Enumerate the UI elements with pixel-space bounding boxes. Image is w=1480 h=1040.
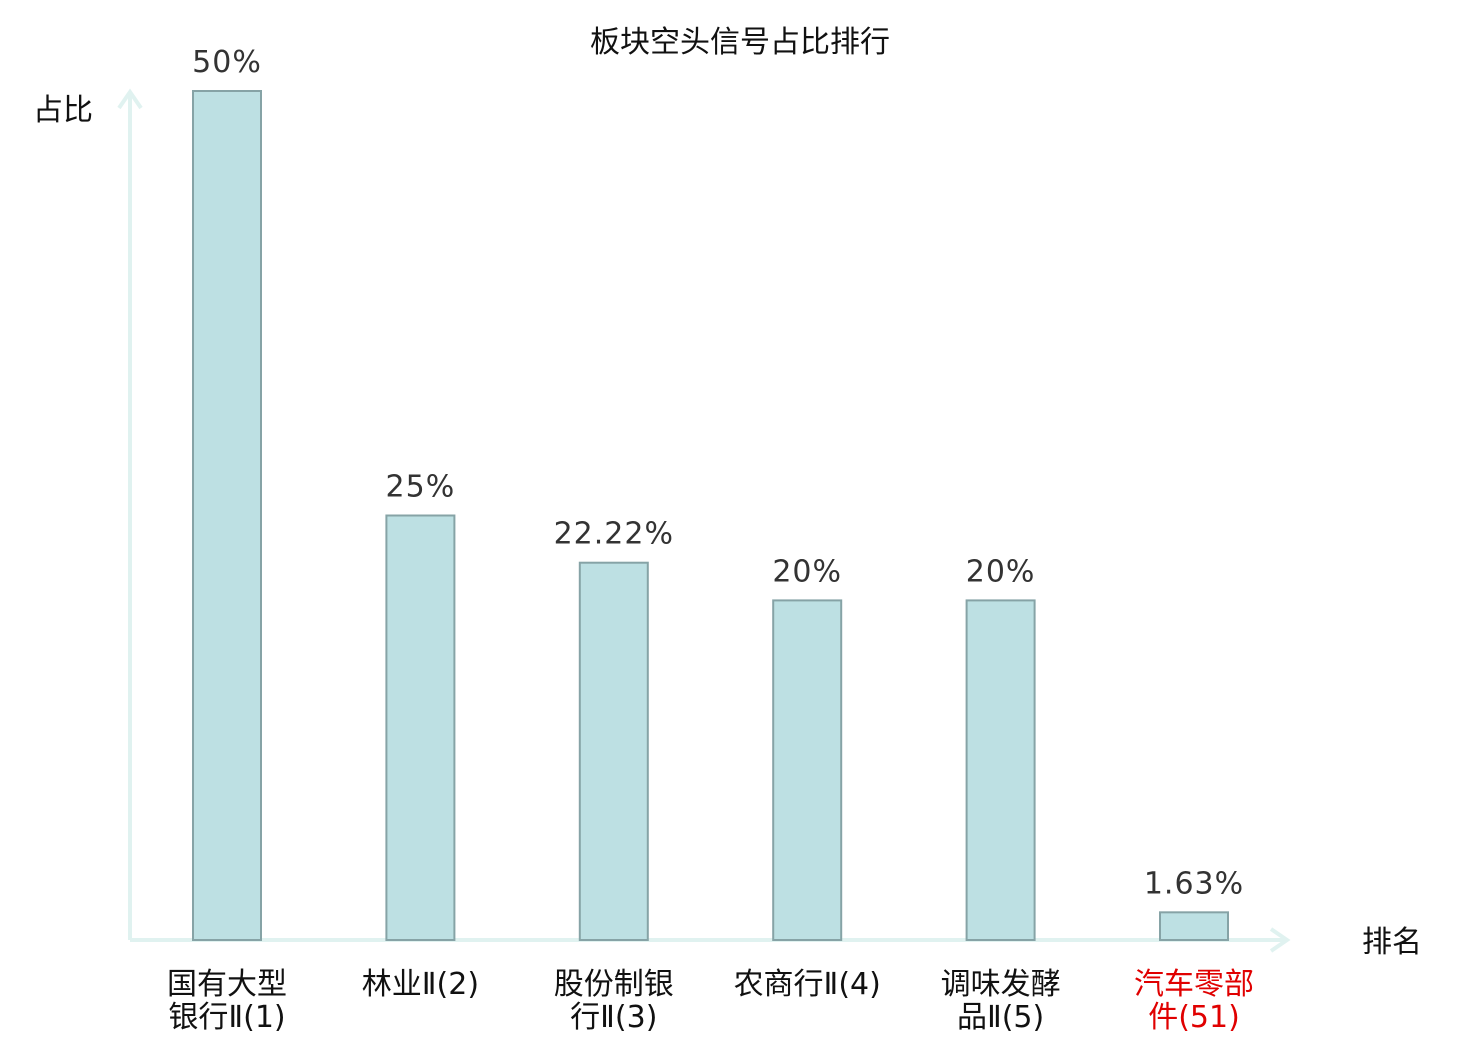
bar [578,561,649,941]
bar-value-label: 25% [386,470,456,505]
category-label-line: 股份制银 [554,967,674,1002]
bar-value-label: 1.63% [1144,866,1244,901]
category-label-line: 行Ⅱ(3) [570,1000,657,1035]
x-axis-arrow [1269,927,1291,953]
bar [772,599,843,942]
category-label: 调味发酵品Ⅱ(5) [941,967,1061,1035]
bar-value-label: 20% [772,554,842,589]
category-label-line: 调味发酵 [941,967,1061,1002]
chart-title: 板块空头信号占比排行 [590,25,890,60]
category-label-line: 国有大型 [167,967,287,1002]
category-label: 林业Ⅱ(2) [362,967,479,1002]
bar [965,599,1036,942]
bar-value-label: 20% [966,554,1036,589]
category-label: 股份制银行Ⅱ(3) [554,967,674,1035]
bar [1159,911,1229,941]
bar [385,514,456,941]
axes [117,88,1291,953]
y-axis-label: 占比 [33,93,93,128]
x-axis-label: 排名 [1362,925,1422,960]
category-label-line: 汽车零部 [1134,967,1254,1002]
bars-group [192,90,1229,942]
category-label-line: 林业Ⅱ(2) [362,967,479,1002]
category-label-line: 银行Ⅱ(1) [168,1000,285,1035]
bar-value-label: 50% [192,45,262,80]
category-label-line: 品Ⅱ(5) [957,1000,1044,1035]
category-label: 农商行Ⅱ(4) [734,967,881,1002]
y-axis-arrow [117,88,143,110]
bar-value-label: 22.22% [554,517,674,552]
category-labels-group: 国有大型银行Ⅱ(1) 林业Ⅱ(2) 股份制银行Ⅱ(3) 农商行Ⅱ(4) 调味发酵品Ⅱ(5… [167,967,1254,1035]
category-label: 国有大型银行Ⅱ(1) [167,967,287,1035]
category-label-line: 农商行Ⅱ(4) [734,967,881,1002]
value-labels-group: 50% 25% 22.22% 20% 20% 1.63% [192,45,1244,901]
category-label: 汽车零部件(51) [1134,967,1254,1035]
bar [192,90,262,941]
category-label-line: 件(51) [1148,1000,1240,1035]
